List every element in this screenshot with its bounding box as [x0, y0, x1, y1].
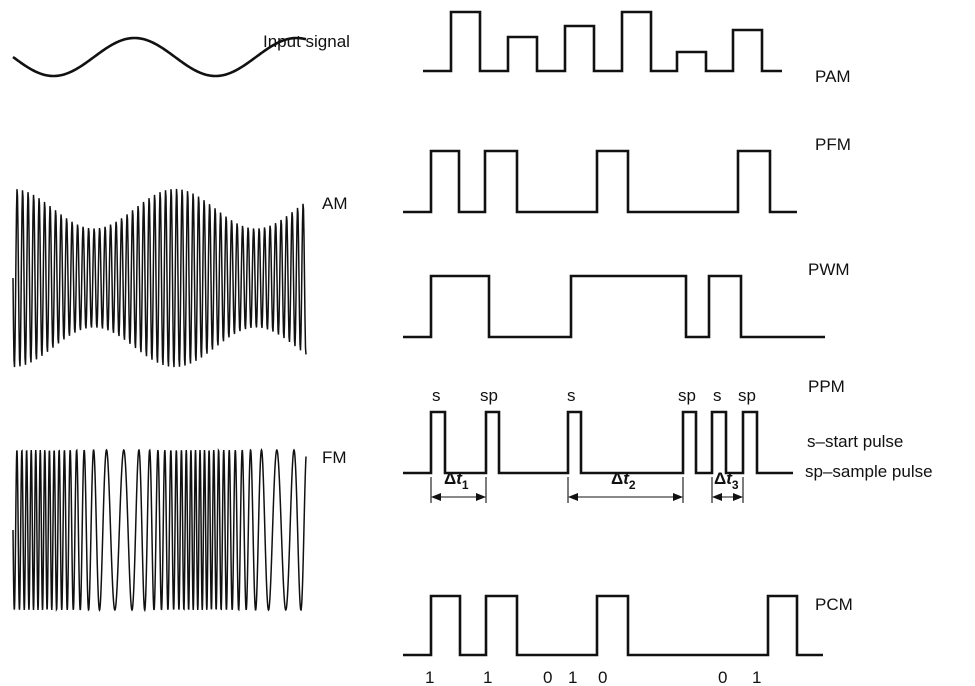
- input-signal-label: Input signal: [263, 32, 350, 51]
- pam-label: PAM: [815, 67, 851, 86]
- pfm-pulse-train: [403, 151, 797, 212]
- pcm-pulse-train: [403, 596, 823, 655]
- pcm-bit-4: 1: [568, 668, 577, 686]
- ppm-mark-sample-2: sp: [678, 386, 696, 405]
- am-waveform: [13, 189, 306, 367]
- pcm-label: PCM: [815, 595, 853, 614]
- pcm-bit-6: 0: [718, 668, 727, 686]
- legend-start-pulse: s–start pulse: [807, 432, 903, 451]
- ppm-label: PPM: [808, 377, 845, 396]
- pcm-bit-5: 0: [598, 668, 607, 686]
- pcm-bit-7: 1: [752, 668, 761, 686]
- pcm-bit-2: 1: [483, 668, 492, 686]
- ppm-mark-start-2: s: [567, 386, 576, 405]
- fm-label: FM: [322, 448, 347, 467]
- pwm-pulse-train: [403, 276, 825, 337]
- pfm-label: PFM: [815, 135, 851, 154]
- ppm-pulse-train: [403, 412, 793, 473]
- pam-pulse-train: [423, 12, 782, 71]
- am-label: AM: [322, 194, 348, 213]
- pcm-bit-1: 1: [425, 668, 434, 686]
- ppm-mark-sample-1: sp: [480, 386, 498, 405]
- ppm-mark-start-3: s: [713, 386, 722, 405]
- pcm-bit-3: 0: [543, 668, 552, 686]
- pwm-label: PWM: [808, 260, 850, 279]
- legend-sample-pulse: sp–sample pulse: [805, 462, 933, 481]
- fm-waveform: [13, 450, 306, 610]
- ppm-mark-sample-3: sp: [738, 386, 756, 405]
- ppm-mark-start-1: s: [432, 386, 441, 405]
